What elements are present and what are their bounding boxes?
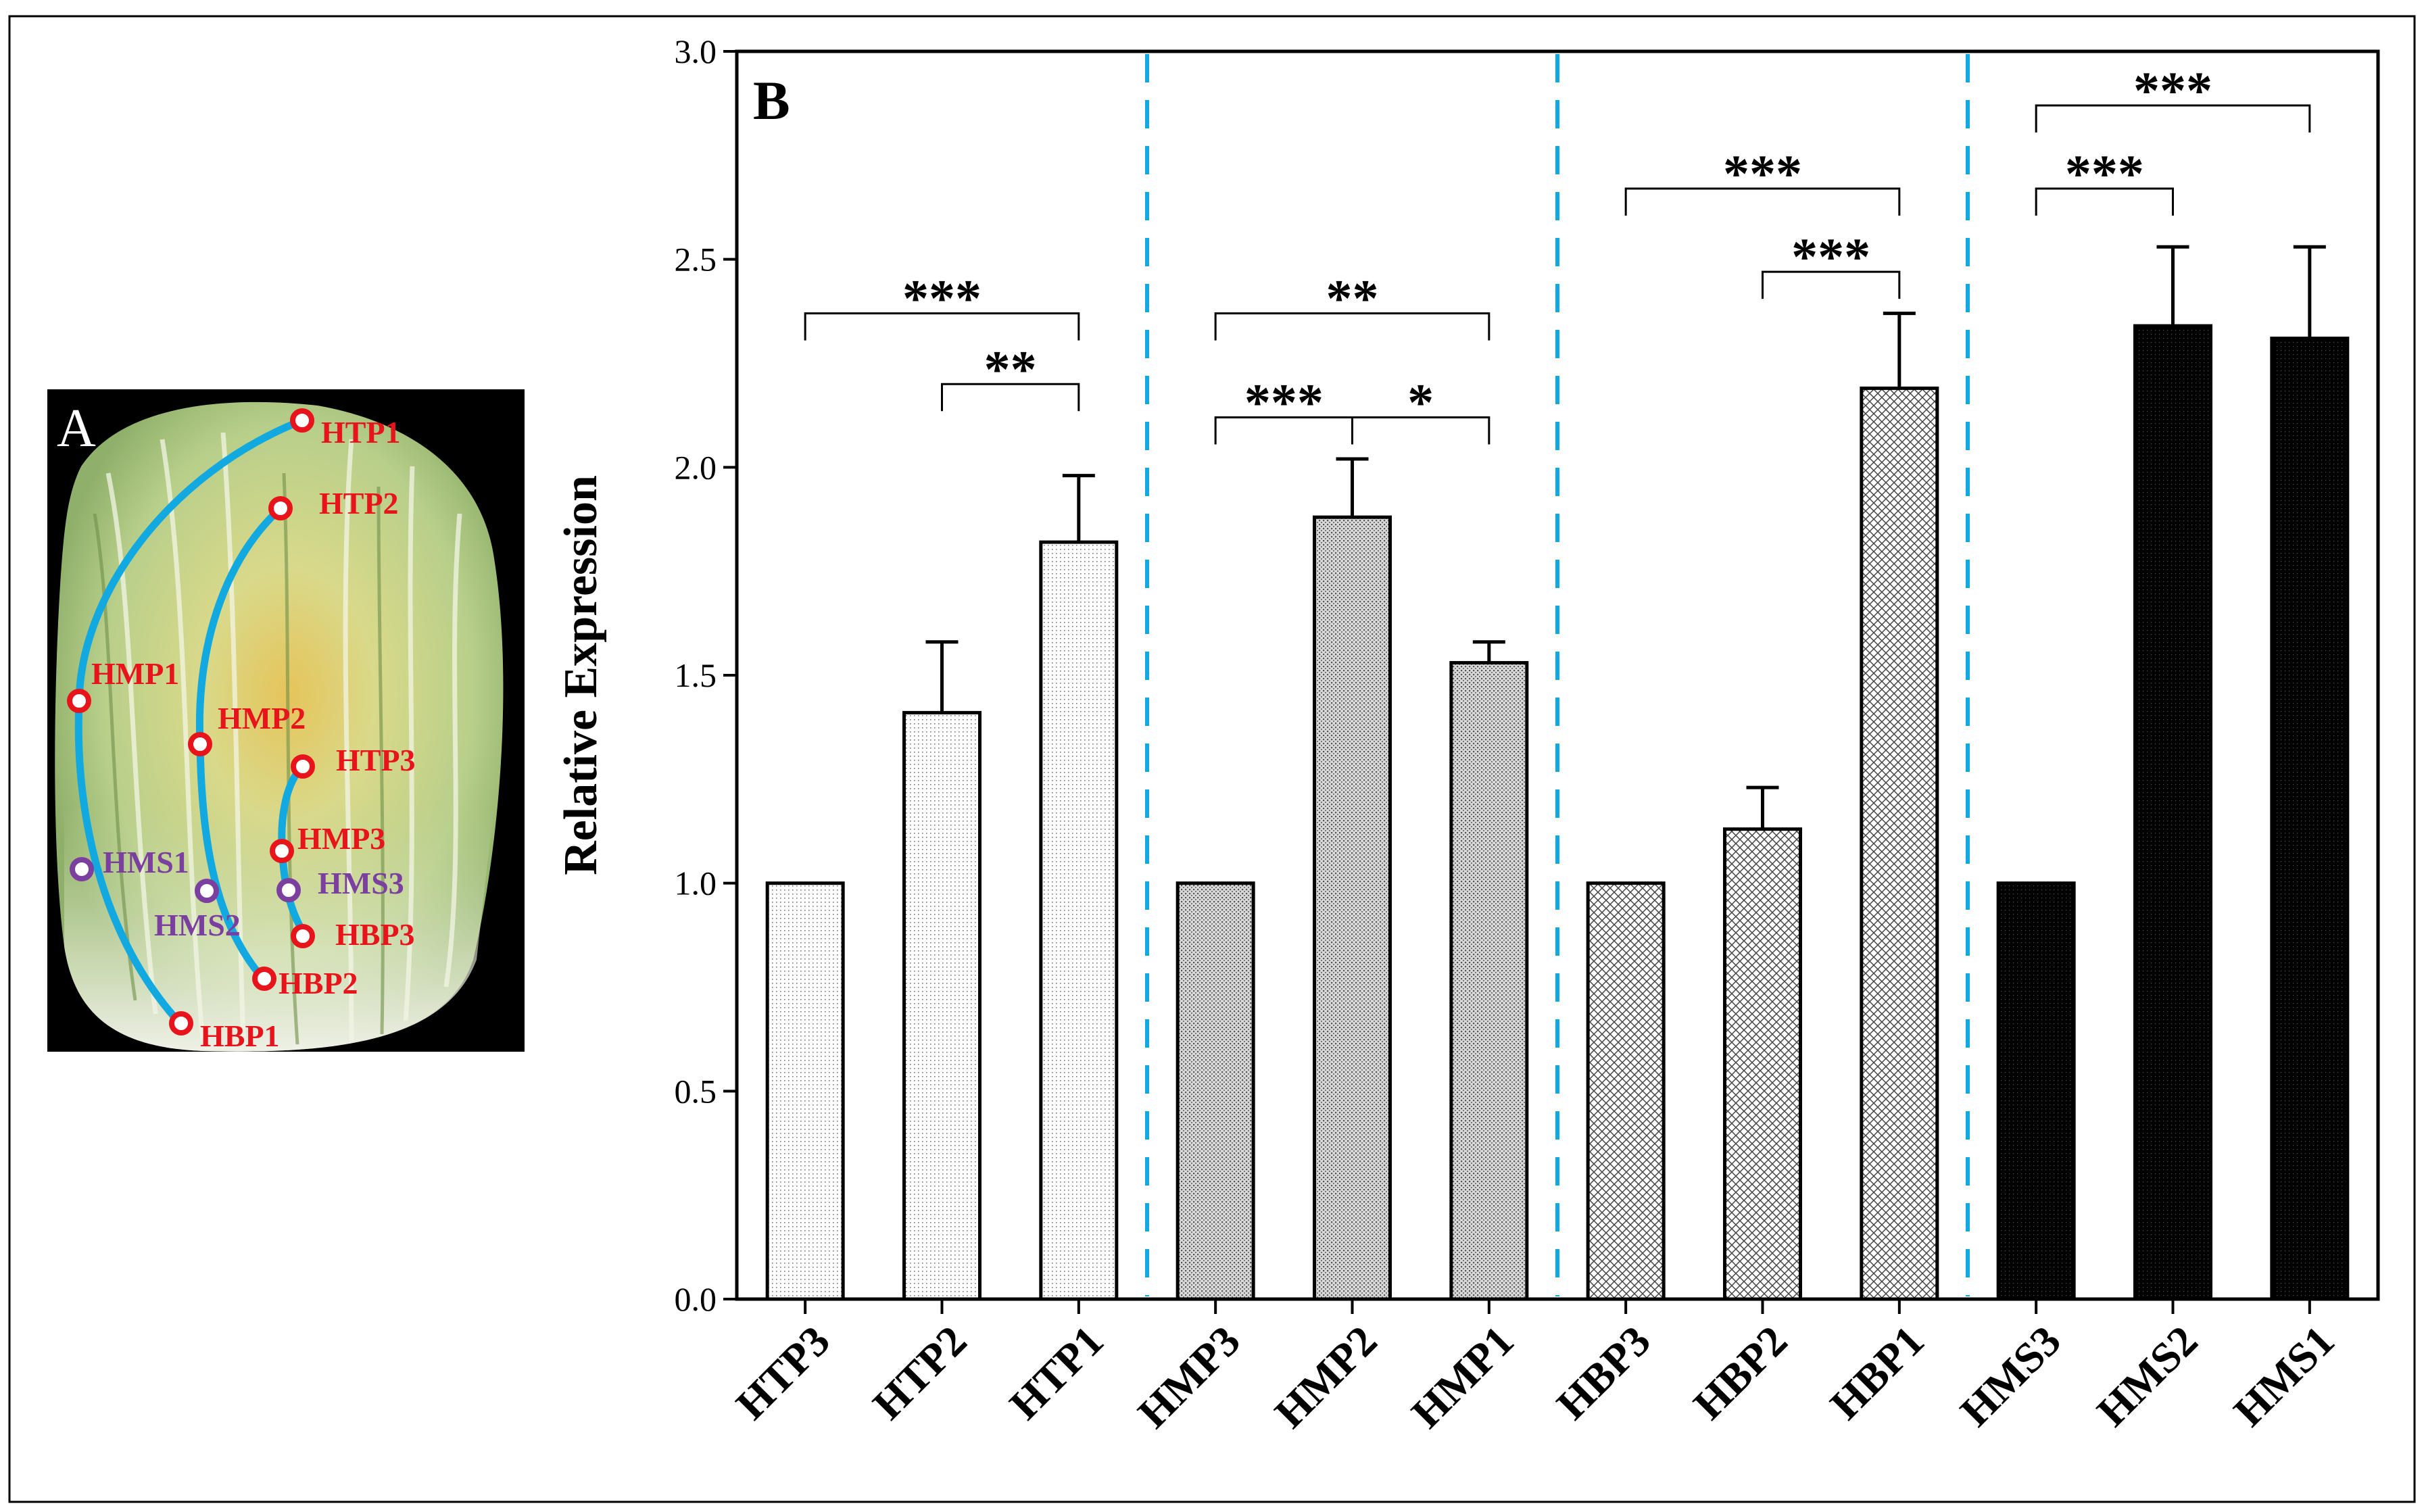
bar-hmp1	[1449, 661, 1529, 1301]
y-tick-label-0.5: 0.5	[675, 1072, 717, 1110]
bar-hbp1	[1860, 386, 1939, 1301]
significance-bracket-9	[2035, 187, 2174, 216]
point-hms1: HMS1	[70, 845, 189, 881]
figure-border	[8, 15, 2416, 1503]
point-hbp1: HBP1	[169, 1011, 280, 1053]
significance-label-5: *	[1407, 372, 1434, 431]
bar-hbp3	[1586, 881, 1666, 1301]
x-tick-label-hmp1: HMP1	[1402, 1317, 1522, 1437]
bar-hmp3	[1175, 881, 1255, 1301]
significance-bracket-5	[1351, 416, 1490, 445]
significance-bracket-1	[804, 312, 1080, 341]
svg-text:HBP3: HBP3	[335, 917, 415, 952]
svg-text:HTP3: HTP3	[336, 743, 416, 777]
bar-hms1	[2270, 337, 2350, 1301]
x-axis: HTP3 HTP2 HTP1 HMP3 HMP2 HMP1 HBP3 HBP2 HBP1 HMS3…	[727, 1299, 2344, 1437]
point-hmp1: HMP1	[67, 656, 179, 713]
x-tick-label-hms3: HMS3	[1951, 1317, 2070, 1436]
significance-bracket-8	[2035, 104, 2311, 132]
panel-b-label: B	[753, 70, 790, 131]
svg-text:HMS1: HMS1	[103, 845, 189, 879]
point-hms3: HMS3	[276, 866, 404, 902]
point-hbp2: HBP2	[252, 966, 358, 1000]
y-tick-label-0.0: 0.0	[675, 1280, 717, 1318]
bar-hms2	[2133, 324, 2212, 1301]
significance-label-6: ***	[1723, 144, 1802, 203]
significance-label-8: ***	[2133, 61, 2212, 120]
significance-label-4: ***	[1244, 372, 1324, 431]
significance-bracket-3	[1214, 312, 1490, 341]
x-tick-label-hmp2: HMP2	[1265, 1317, 1386, 1437]
bar-htp2	[902, 710, 981, 1301]
bar-hbp2	[1723, 827, 1802, 1301]
x-tick-label-hbp3: HBP3	[1547, 1317, 1659, 1429]
svg-text:HTP1: HTP1	[321, 415, 401, 449]
panel-a-photo: A HTP1 HTP2 HMP1 HMP2 HTP3 HMP3 HMS1	[47, 389, 525, 1053]
panel-a-label: A	[57, 399, 96, 458]
x-tick-label-htp2: HTP2	[864, 1317, 976, 1429]
svg-text:HMS3: HMS3	[318, 866, 404, 900]
y-tick-label-1.0: 1.0	[675, 864, 717, 902]
significance-label-9: ***	[2065, 144, 2144, 203]
svg-text:HMP1: HMP1	[91, 656, 179, 691]
significance-label-1: ***	[902, 269, 981, 328]
bar-hmp2	[1313, 515, 1392, 1301]
x-tick-label-hms2: HMS2	[2087, 1317, 2206, 1436]
bar-htp1	[1039, 540, 1119, 1301]
svg-text:HBP2: HBP2	[278, 966, 358, 1000]
x-tick-label-hbp1: HBP1	[1821, 1317, 1933, 1429]
significance-label-2: **	[984, 339, 1037, 398]
significance-label-3: **	[1326, 269, 1379, 328]
point-hbp3: HBP3	[291, 917, 415, 952]
svg-text:HMP3: HMP3	[297, 821, 385, 856]
svg-text:HMS2: HMS2	[154, 908, 241, 942]
y-tick-label-2.0: 2.0	[675, 448, 717, 486]
y-tick-label-1.5: 1.5	[675, 656, 717, 694]
cabbage-base-shade	[64, 801, 493, 1052]
x-tick-label-hms1: HMS1	[2225, 1317, 2344, 1436]
bar-htp3	[765, 881, 845, 1301]
bar-hms3	[1996, 881, 2076, 1301]
point-htp2: HTP2	[268, 486, 399, 520]
point-htp3: HTP3	[291, 743, 416, 779]
svg-text:HTP2: HTP2	[319, 486, 399, 520]
significance-bracket-2	[941, 383, 1080, 412]
leaf-texture	[105, 432, 462, 1045]
leaf-texture-dark	[93, 472, 385, 1045]
x-tick-label-htp1: HTP1	[1000, 1317, 1113, 1429]
significance-label-7: ***	[1791, 227, 1870, 286]
y-tick-label-2.5: 2.5	[675, 241, 717, 278]
panel-b-chart: ********** ************* 0.00.51.01.52.02…	[555, 32, 2380, 1437]
point-hmp3: HMP3	[270, 821, 385, 863]
point-htp1: HTP1	[290, 408, 401, 449]
y-axis-label: Relative Expression	[555, 475, 607, 875]
svg-text:HBP1: HBP1	[200, 1019, 280, 1053]
y-tick-label-3.0: 3.0	[675, 32, 717, 70]
svg-text:HMP2: HMP2	[218, 701, 306, 735]
significance-brackets: ********** *************	[804, 61, 2311, 445]
group-separators	[1145, 54, 1970, 1296]
x-tick-label-hbp2: HBP2	[1684, 1317, 1797, 1429]
significance-bracket-7	[1762, 270, 1901, 299]
x-tick-label-htp3: HTP3	[727, 1317, 839, 1429]
error-bars	[925, 245, 2326, 829]
x-tick-label-hmp3: HMP3	[1129, 1317, 1249, 1437]
y-axis: 0.0 0.5 1.0 1.5 2.0 2.5 3.0	[675, 32, 737, 1318]
significance-bracket-6	[1624, 187, 1901, 216]
point-hmp2: HMP2	[188, 701, 306, 756]
point-hms2: HMS2	[154, 879, 241, 942]
